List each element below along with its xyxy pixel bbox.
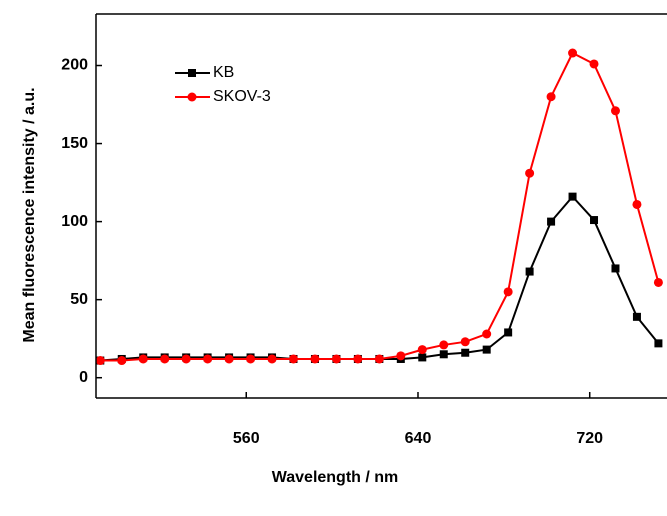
marker — [353, 354, 363, 364]
marker — [461, 348, 470, 357]
x-axis-title: Wavelength / nm — [272, 469, 399, 486]
marker — [632, 312, 641, 321]
marker — [590, 216, 599, 225]
y-tick-label: 0 — [79, 369, 88, 386]
y-axis-title: Mean fluorescence intensity / a.u. — [21, 87, 38, 342]
marker — [310, 354, 320, 364]
marker — [117, 356, 127, 366]
marker — [138, 354, 148, 364]
marker — [374, 354, 384, 364]
marker — [503, 287, 513, 297]
y-tick-label: 200 — [61, 57, 88, 74]
marker — [160, 354, 170, 364]
marker — [224, 354, 234, 364]
marker — [610, 106, 620, 116]
marker — [417, 345, 427, 355]
marker — [653, 277, 663, 287]
marker — [568, 192, 577, 201]
marker — [525, 267, 534, 276]
marker — [525, 168, 535, 178]
marker — [396, 351, 406, 361]
legend-label: SKOV-3 — [213, 88, 271, 105]
marker — [482, 329, 492, 339]
marker — [568, 48, 578, 58]
y-tick-label: 100 — [61, 213, 88, 230]
marker — [654, 339, 663, 348]
legend-marker — [188, 69, 196, 77]
marker — [439, 340, 449, 350]
x-tick-label: 560 — [233, 430, 260, 447]
marker — [632, 199, 642, 209]
marker — [547, 217, 556, 226]
legend-marker — [187, 92, 197, 102]
marker — [546, 92, 556, 102]
y-tick-label: 150 — [61, 135, 88, 152]
legend-label: KB — [213, 64, 234, 81]
marker — [418, 353, 427, 362]
marker — [96, 356, 105, 366]
series-line — [100, 195, 660, 362]
marker — [331, 354, 341, 364]
marker — [589, 59, 599, 69]
marker — [482, 345, 491, 354]
y-tick-label: 50 — [70, 291, 88, 308]
marker — [611, 264, 620, 273]
marker — [288, 354, 298, 364]
marker — [267, 354, 277, 364]
marker — [460, 337, 470, 347]
series-line — [100, 51, 660, 362]
x-tick-label: 720 — [576, 430, 603, 447]
x-tick-label: 640 — [405, 430, 432, 447]
marker — [439, 350, 448, 359]
marker — [246, 354, 256, 364]
marker — [181, 354, 191, 364]
marker — [203, 354, 213, 364]
marker — [504, 328, 513, 337]
